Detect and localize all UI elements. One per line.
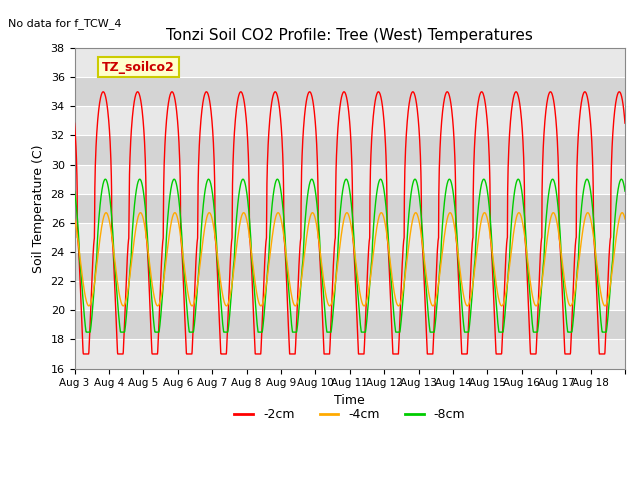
Bar: [74, 281, 625, 310]
Y-axis label: Soil Temperature (C): Soil Temperature (C): [32, 144, 45, 273]
Text: No data for f_TCW_4: No data for f_TCW_4: [8, 18, 122, 29]
Bar: [74, 252, 625, 281]
Bar: [74, 135, 625, 165]
X-axis label: Time: Time: [334, 394, 365, 407]
Bar: [74, 339, 625, 369]
Bar: [74, 194, 625, 223]
Bar: [74, 165, 625, 194]
Legend: -2cm, -4cm, -8cm: -2cm, -4cm, -8cm: [229, 403, 470, 426]
Bar: [74, 77, 625, 107]
Bar: [74, 223, 625, 252]
Bar: [74, 310, 625, 339]
Bar: [74, 107, 625, 135]
Bar: [74, 48, 625, 77]
Title: Tonzi Soil CO2 Profile: Tree (West) Temperatures: Tonzi Soil CO2 Profile: Tree (West) Temp…: [166, 28, 533, 43]
Text: TZ_soilco2: TZ_soilco2: [102, 60, 175, 73]
